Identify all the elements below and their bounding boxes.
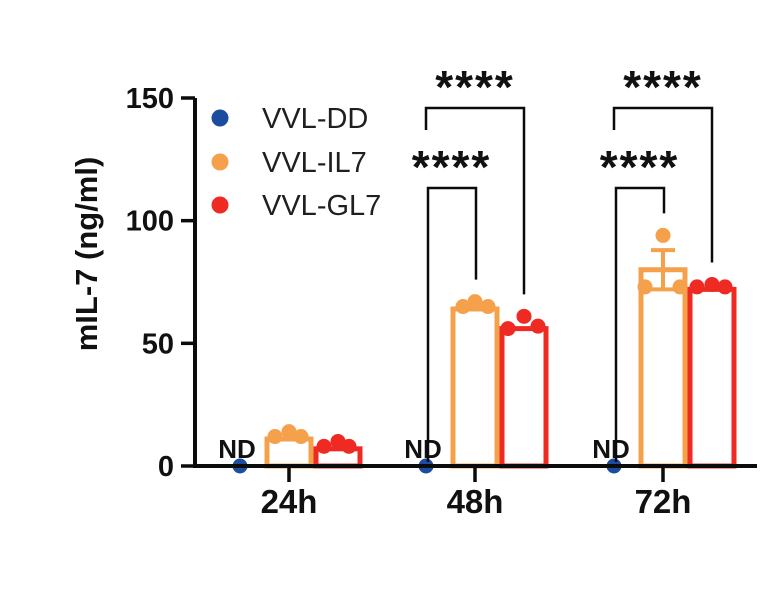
significance-bracket: [612, 106, 714, 263]
significance-stars: ****: [623, 61, 703, 113]
data-point-VVL-IL7: [267, 429, 283, 445]
y-tick-label: 150: [126, 83, 174, 115]
bar-VVL-GL7-48h: [499, 326, 549, 469]
data-point-VVL-GL7: [500, 321, 516, 337]
y-tick-label: 50: [142, 328, 174, 360]
legend-label: VVL-IL7: [262, 147, 367, 179]
significance-bracket: [614, 186, 666, 462]
x-tick-label: 72h: [635, 483, 692, 520]
data-point-VVL-IL7: [655, 227, 671, 243]
data-point-VVL-IL7: [281, 424, 297, 440]
bar-VVL-GL7-72h: [687, 286, 737, 469]
data-point-VVL-GL7: [689, 279, 705, 295]
significance-stars: ****: [412, 141, 492, 193]
x-tick-label: 48h: [447, 483, 504, 520]
legend-label: VVL-DD: [262, 103, 368, 135]
data-point-VVL-IL7: [293, 429, 309, 445]
y-tick-label: 0: [158, 451, 174, 483]
data-point-VVL-IL7: [467, 294, 483, 310]
data-point-VVL-GL7: [717, 279, 733, 295]
significance-bracket: [426, 186, 478, 462]
significance-stars: ****: [435, 61, 515, 113]
data-point-VVL-GL7: [316, 438, 332, 454]
significance-stars: ****: [600, 141, 680, 193]
legend-marker-VVL-IL7: [211, 153, 229, 171]
y-tick-label: 100: [126, 206, 174, 238]
x-tick-label: 24h: [261, 483, 318, 520]
bar-VVL-IL7-48h: [450, 306, 500, 469]
bar-chart-figure: 0 50 100 150 24h 48h 72h ND ND ND mIL-7 (ng/ml) VVL…: [40, 16, 763, 577]
data-point-VVL-GL7: [704, 276, 720, 292]
data-point-VVL-GL7: [341, 438, 357, 454]
data-point-VVL-GL7: [530, 318, 546, 334]
legend-marker-VVL-DD: [211, 109, 229, 127]
bar-VVL-IL7-72h: [638, 267, 688, 469]
legend-label: VVL-GL7: [262, 190, 381, 222]
data-point-VVL-IL7: [672, 279, 688, 295]
legend-marker-VVL-GL7: [211, 196, 229, 214]
data-point-VVL-IL7: [480, 299, 496, 315]
y-axis-title: mIL-7 (ng/ml): [69, 157, 104, 352]
significance-bracket: [424, 106, 526, 295]
data-point-VVL-GL7: [516, 308, 532, 324]
nd-label: ND: [592, 434, 630, 464]
data-point-VVL-IL7: [637, 279, 653, 295]
nd-label: ND: [218, 434, 256, 464]
nd-label: ND: [404, 434, 442, 464]
data-point-VVL-IL7: [455, 299, 471, 315]
